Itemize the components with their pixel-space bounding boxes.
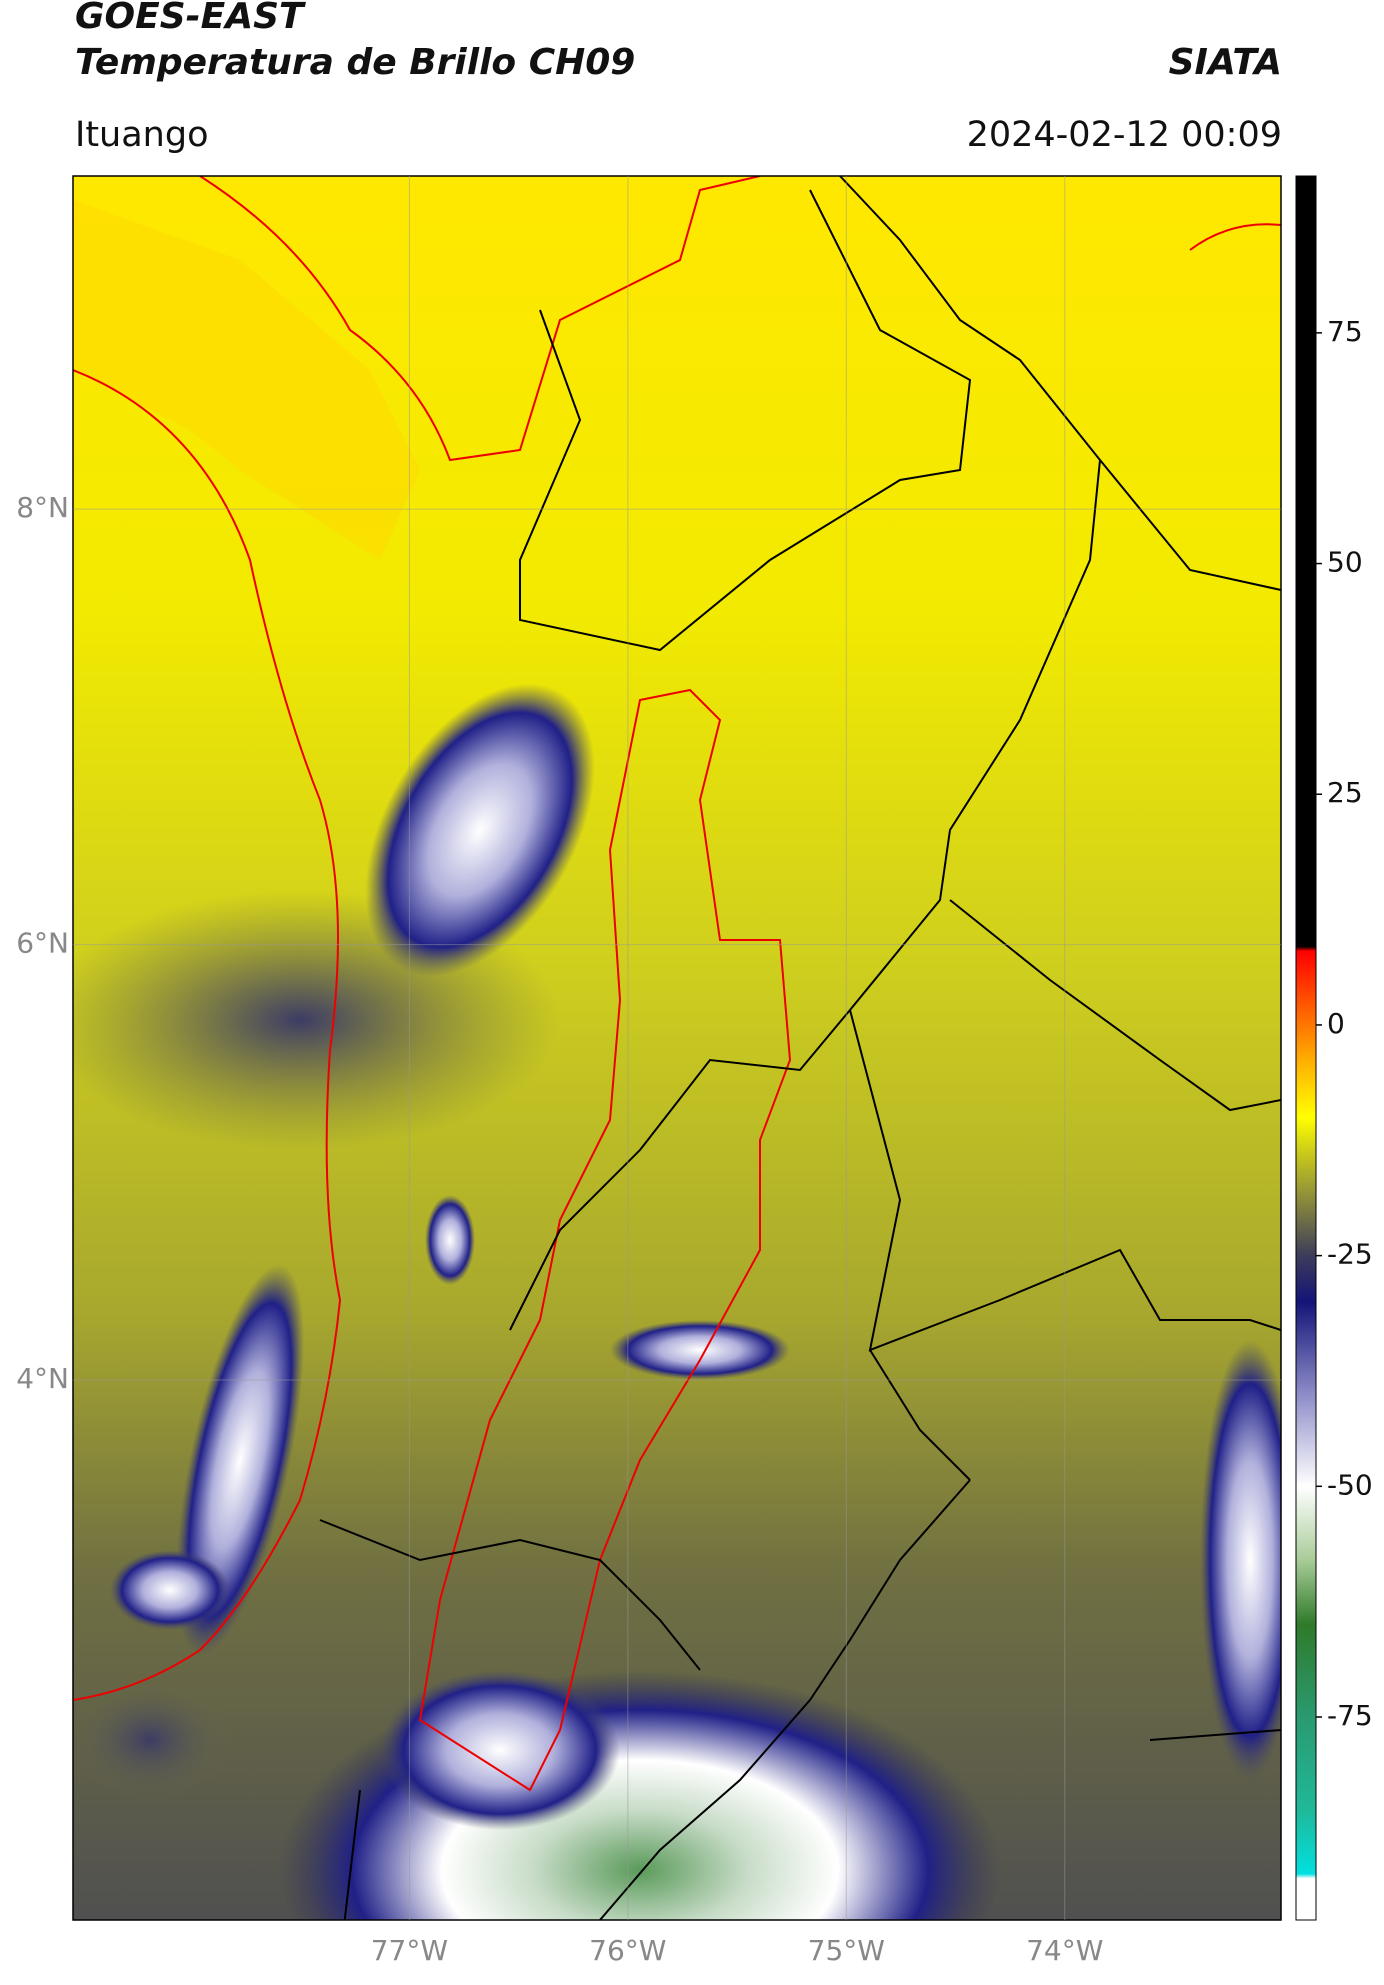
cloud: [1200, 1340, 1281, 1780]
cloud: [110, 1550, 230, 1630]
colorbar-tick-label: -50: [1327, 1468, 1373, 1501]
coastline: [199, 176, 1281, 462]
x-tick-label: 74°W: [1026, 1934, 1103, 1967]
x-tick-label: 77°W: [371, 1934, 448, 1967]
cloud: [610, 1320, 790, 1380]
source: SIATA: [1169, 42, 1282, 83]
coastline: [73, 369, 342, 1701]
colorbar-tick-label: 0: [1327, 1007, 1345, 1040]
x-tick-label: 75°W: [808, 1934, 885, 1967]
colorbar-tick-label: 25: [1327, 776, 1363, 809]
y-tick-label: 4°N: [16, 1362, 69, 1395]
colorbar-tick-label: 50: [1327, 546, 1363, 579]
cloud: [365, 683, 595, 977]
colorbar-tick-label: -75: [1327, 1699, 1373, 1732]
warm-area: [73, 200, 420, 560]
map-frame: [72, 175, 1282, 1921]
title: GOES-EAST: [75, 0, 306, 37]
colorbar: [1295, 175, 1317, 1921]
y-tick-label: 8°N: [16, 491, 69, 524]
map-field: [73, 176, 1281, 1920]
timestamp: 2024-02-12 00:09: [967, 115, 1282, 155]
colorbar-tick-label: -25: [1327, 1238, 1373, 1271]
x-tick-label: 76°W: [589, 1934, 666, 1967]
admin-border: [319, 176, 1281, 1920]
cloud: [380, 1670, 620, 1830]
y-tick-label: 6°N: [16, 927, 69, 960]
location: Ituango: [75, 115, 209, 155]
colorbar-tick-label: 75: [1327, 315, 1363, 348]
cloud: [425, 1195, 475, 1285]
cloud: [73, 1680, 230, 1800]
cloud: [175, 1264, 305, 1656]
title: Temperatura de Brillo CH09: [75, 42, 635, 83]
